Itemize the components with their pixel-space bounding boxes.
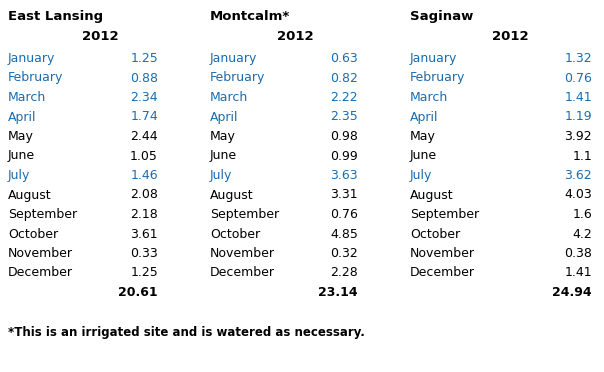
Text: 2.08: 2.08: [130, 189, 158, 202]
Text: May: May: [410, 130, 436, 143]
Text: April: April: [210, 110, 239, 124]
Text: June: June: [8, 150, 35, 163]
Text: 2012: 2012: [277, 30, 313, 43]
Text: 1.6: 1.6: [572, 208, 592, 221]
Text: December: December: [8, 266, 73, 279]
Text: 4.2: 4.2: [572, 228, 592, 241]
Text: August: August: [410, 189, 454, 202]
Text: 23.14: 23.14: [318, 286, 358, 299]
Text: November: November: [210, 247, 275, 260]
Text: 1.05: 1.05: [130, 150, 158, 163]
Text: January: January: [8, 52, 56, 65]
Text: March: March: [210, 91, 248, 104]
Text: Saginaw: Saginaw: [410, 10, 474, 23]
Text: October: October: [8, 228, 58, 241]
Text: September: September: [210, 208, 279, 221]
Text: 0.76: 0.76: [330, 208, 358, 221]
Text: March: March: [410, 91, 448, 104]
Text: November: November: [410, 247, 475, 260]
Text: Montcalm*: Montcalm*: [210, 10, 291, 23]
Text: 2.34: 2.34: [130, 91, 158, 104]
Text: 1.25: 1.25: [130, 266, 158, 279]
Text: 2.22: 2.22: [330, 91, 358, 104]
Text: 1.19: 1.19: [564, 110, 592, 124]
Text: 3.92: 3.92: [564, 130, 592, 143]
Text: 0.98: 0.98: [330, 130, 358, 143]
Text: December: December: [410, 266, 475, 279]
Text: October: October: [210, 228, 260, 241]
Text: *This is an irrigated site and is watered as necessary.: *This is an irrigated site and is watere…: [8, 326, 365, 339]
Text: March: March: [8, 91, 47, 104]
Text: 3.31: 3.31: [330, 189, 358, 202]
Text: 2012: 2012: [492, 30, 528, 43]
Text: East Lansing: East Lansing: [8, 10, 103, 23]
Text: 0.32: 0.32: [330, 247, 358, 260]
Text: May: May: [210, 130, 236, 143]
Text: 20.61: 20.61: [118, 286, 158, 299]
Text: February: February: [210, 71, 265, 84]
Text: 1.46: 1.46: [130, 169, 158, 182]
Text: 2.18: 2.18: [130, 208, 158, 221]
Text: 0.33: 0.33: [130, 247, 158, 260]
Text: October: October: [410, 228, 460, 241]
Text: 0.99: 0.99: [330, 150, 358, 163]
Text: 24.94: 24.94: [553, 286, 592, 299]
Text: January: January: [210, 52, 257, 65]
Text: August: August: [210, 189, 254, 202]
Text: August: August: [8, 189, 51, 202]
Text: December: December: [210, 266, 275, 279]
Text: 0.38: 0.38: [564, 247, 592, 260]
Text: 1.41: 1.41: [564, 91, 592, 104]
Text: February: February: [8, 71, 63, 84]
Text: 0.82: 0.82: [330, 71, 358, 84]
Text: February: February: [410, 71, 465, 84]
Text: April: April: [8, 110, 36, 124]
Text: September: September: [8, 208, 77, 221]
Text: July: July: [8, 169, 30, 182]
Text: 4.03: 4.03: [564, 189, 592, 202]
Text: July: July: [410, 169, 432, 182]
Text: November: November: [8, 247, 73, 260]
Text: April: April: [410, 110, 439, 124]
Text: 2.35: 2.35: [330, 110, 358, 124]
Text: July: July: [210, 169, 233, 182]
Text: 0.88: 0.88: [130, 71, 158, 84]
Text: 3.61: 3.61: [130, 228, 158, 241]
Text: 3.63: 3.63: [330, 169, 358, 182]
Text: May: May: [8, 130, 34, 143]
Text: 0.76: 0.76: [564, 71, 592, 84]
Text: 1.1: 1.1: [572, 150, 592, 163]
Text: 4.85: 4.85: [330, 228, 358, 241]
Text: June: June: [210, 150, 237, 163]
Text: 2012: 2012: [82, 30, 118, 43]
Text: June: June: [410, 150, 437, 163]
Text: 1.41: 1.41: [564, 266, 592, 279]
Text: 1.74: 1.74: [130, 110, 158, 124]
Text: 3.62: 3.62: [564, 169, 592, 182]
Text: September: September: [410, 208, 479, 221]
Text: 1.32: 1.32: [564, 52, 592, 65]
Text: 1.25: 1.25: [130, 52, 158, 65]
Text: 2.44: 2.44: [130, 130, 158, 143]
Text: January: January: [410, 52, 457, 65]
Text: 2.28: 2.28: [330, 266, 358, 279]
Text: 0.63: 0.63: [330, 52, 358, 65]
